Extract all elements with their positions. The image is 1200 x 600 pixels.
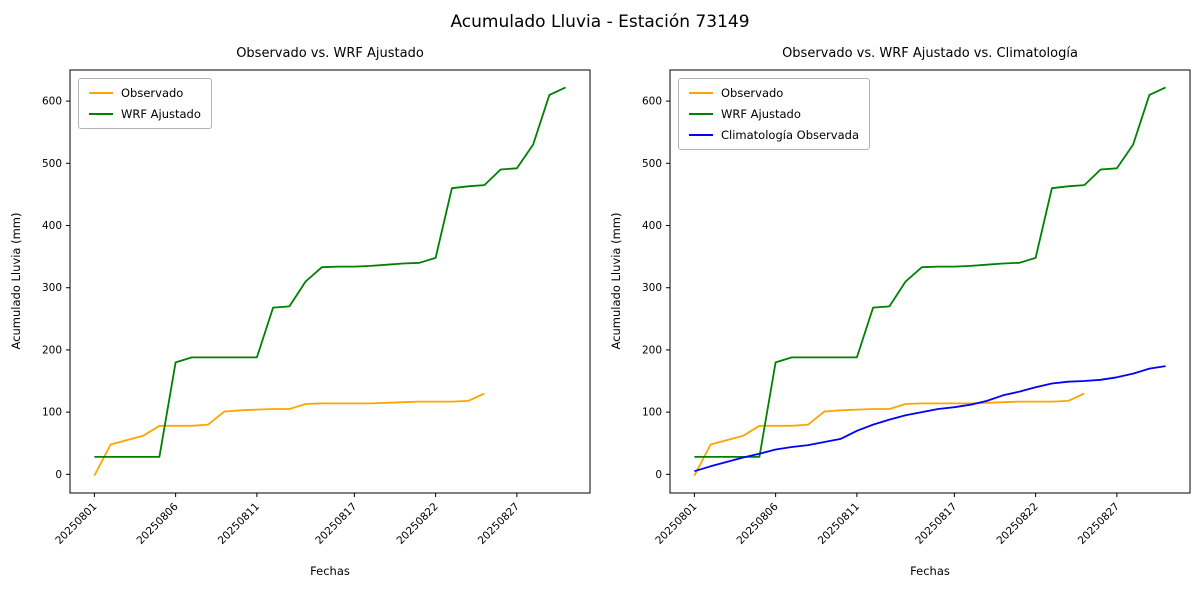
legend-swatch <box>689 113 713 115</box>
series-line <box>93 392 485 477</box>
x-tick-label: 20250827 <box>1076 501 1122 547</box>
y-axis-label: Acumulado Lluvia (mm) <box>609 212 623 350</box>
x-tick-label: 20250806 <box>734 500 781 547</box>
y-tick-label: 300 <box>642 282 662 294</box>
y-tick-label: 0 <box>55 469 62 481</box>
x-tick-label: 20250827 <box>476 501 522 547</box>
series-line <box>94 86 566 458</box>
legend-label: Climatología Observada <box>721 128 859 142</box>
legend-swatch <box>689 92 713 94</box>
y-tick-label: 400 <box>42 220 62 232</box>
chart-observado-vs-wrf-vs-climatologia: Observado vs. WRF Ajustado vs. Climatolo… <box>600 0 1200 600</box>
legend-swatch <box>89 92 113 94</box>
series-line <box>693 392 1085 477</box>
y-tick-label: 600 <box>42 96 62 108</box>
plot-area: 0 100 200 300 400 500 600 20250801 20250806 20250… <box>42 69 591 547</box>
plot-title: Observado vs. WRF Ajustado <box>236 46 424 61</box>
x-axis-label: Fechas <box>310 564 350 578</box>
axes-frame <box>669 69 1191 494</box>
legend-swatch <box>89 113 113 115</box>
chart-observado-vs-wrf: Observado vs. WRF Ajustado Acumulado Llu… <box>9 46 591 578</box>
x-axis-label: Fechas <box>910 564 950 578</box>
y-axis-label: Acumulado Lluvia (mm) <box>9 212 23 350</box>
legend: Observado WRF Ajustado <box>78 78 212 129</box>
y-tick-label: 500 <box>42 158 62 170</box>
y-tick-label: 400 <box>642 220 662 232</box>
legend-swatch <box>689 134 713 136</box>
x-tick-label: 20250801 <box>653 501 699 547</box>
legend-label: WRF Ajustado <box>721 107 801 121</box>
legend-label: Observado <box>121 86 184 100</box>
x-tick-label: 20250801 <box>53 501 99 547</box>
legend-item: Observado <box>89 86 201 100</box>
legend: Observado WRF Ajustado Climatología Observ… <box>678 78 870 150</box>
figure-title: Acumulado Lluvia - Estación 73149 <box>450 12 750 32</box>
series-line <box>694 365 1166 473</box>
x-tick-label: 20250811 <box>816 501 862 547</box>
y-tick-label: 200 <box>642 344 662 356</box>
x-tick-label: 20250822 <box>994 501 1040 547</box>
legend-item: WRF Ajustado <box>89 107 201 121</box>
axes-frame <box>69 69 591 494</box>
x-tick-label: 20250817 <box>313 501 359 547</box>
legend-label: WRF Ajustado <box>121 107 201 121</box>
x-tick-label: 20250822 <box>394 501 440 547</box>
legend-label: Observado <box>721 86 784 100</box>
y-tick-label: 200 <box>42 344 62 356</box>
legend-item: WRF Ajustado <box>689 107 859 121</box>
plot-title: Observado vs. WRF Ajustado vs. Climatolo… <box>782 46 1078 61</box>
legend-item: Climatología Observada <box>689 128 859 142</box>
x-tick-label: 20250806 <box>134 500 181 547</box>
x-tick-label: 20250811 <box>216 501 262 547</box>
series-line <box>694 86 1166 458</box>
y-tick-label: 600 <box>642 96 662 108</box>
y-tick-label: 100 <box>642 407 662 419</box>
y-tick-label: 100 <box>42 407 62 419</box>
y-tick-label: 300 <box>42 282 62 294</box>
x-tick-label: 20250817 <box>913 501 959 547</box>
legend-item: Observado <box>689 86 859 100</box>
y-tick-label: 500 <box>642 158 662 170</box>
y-tick-label: 0 <box>655 469 662 481</box>
